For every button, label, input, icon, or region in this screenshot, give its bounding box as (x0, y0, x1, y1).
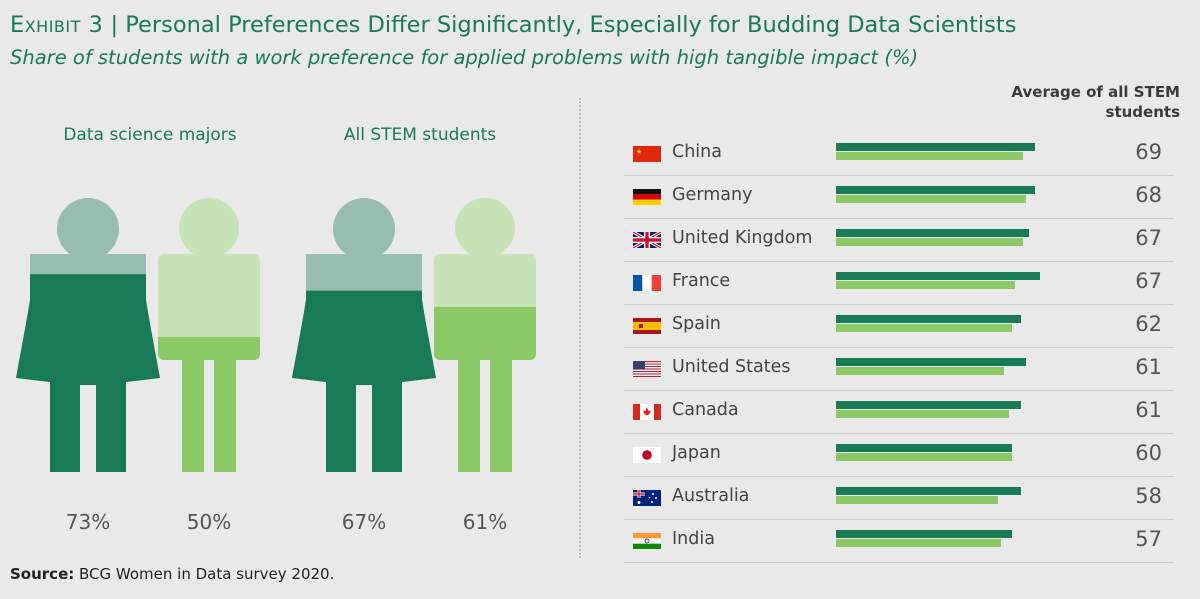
bar-dark (836, 186, 1035, 194)
country-label: Japan (672, 443, 721, 463)
value-label: 62 (1135, 312, 1162, 336)
pct-label-stem-female: 67% (341, 510, 387, 534)
country-label: Germany (672, 185, 753, 205)
australia-flag-icon (633, 490, 661, 506)
value-label: 61 (1135, 355, 1162, 379)
bar-light (836, 195, 1027, 203)
country-label: Canada (672, 400, 739, 420)
country-label: India (672, 529, 715, 549)
value-label: 60 (1135, 441, 1162, 465)
bar-dark (836, 358, 1027, 366)
bar-light (836, 152, 1024, 160)
country-row: Germany 68 (624, 175, 1174, 219)
country-row: United States 61 (624, 347, 1174, 391)
group-label-data-science: Data science majors (63, 125, 237, 145)
value-label: 68 (1135, 183, 1162, 207)
title-text: Personal Preferences Differ Significantl… (125, 12, 1017, 38)
chart-title: Exhibit 3 | Personal Preferences Differ … (10, 12, 1016, 38)
source-note: Source: BCG Women in Data survey 2020. (10, 565, 334, 583)
country-label: China (672, 142, 722, 162)
pct-label-ds-male: 50% (186, 510, 232, 534)
value-label: 58 (1135, 484, 1162, 508)
title-separator: | (103, 12, 126, 38)
figure-chart (16, 198, 536, 472)
country-row: France 67 (624, 261, 1174, 305)
country-label: United States (672, 357, 791, 377)
value-label: 67 (1135, 269, 1162, 293)
bar-dark (836, 530, 1013, 538)
country-label: France (672, 271, 731, 291)
value-label: 69 (1135, 140, 1162, 164)
bar-dark (836, 401, 1021, 409)
group-label-all-stem: All STEM students (343, 125, 497, 145)
country-row: Canada 61 (624, 390, 1174, 434)
svg-text:★: ★ (636, 148, 642, 156)
france-flag-icon (633, 275, 661, 291)
bar-light (836, 238, 1024, 246)
country-label: Spain (672, 314, 721, 334)
pct-label-stem-male: 61% (462, 510, 508, 534)
bar-dark (836, 315, 1021, 323)
figure-male-fill (158, 336, 260, 472)
source-text: BCG Women in Data survey 2020. (74, 565, 335, 583)
source-label: Source: (10, 565, 75, 583)
figure-female-fill (292, 290, 436, 472)
exhibit-label: Exhibit 3 (10, 12, 104, 38)
country-label: Australia (672, 486, 750, 506)
bar-light (836, 281, 1015, 289)
value-column-header: Average of all STEM students (1011, 83, 1180, 121)
bar-dark (836, 487, 1021, 495)
bar-light (836, 410, 1010, 418)
pct-label-ds-female: 73% (65, 510, 111, 534)
bar-light (836, 496, 998, 504)
bar-dark (836, 444, 1013, 452)
chart-subtitle: Share of students with a work preference… (10, 46, 919, 69)
bar-light (836, 539, 1001, 547)
bar-dark (836, 272, 1041, 280)
bar-light (836, 367, 1004, 375)
canada-flag-icon (633, 404, 661, 420)
bar-dark (836, 143, 1035, 151)
china-flag-icon: ★ (633, 146, 661, 162)
country-label: United Kingdom (672, 228, 813, 248)
germany-flag-icon (633, 189, 661, 205)
value-label: 67 (1135, 226, 1162, 250)
country-row: ★ China 69 (624, 132, 1174, 176)
bar-dark (836, 229, 1030, 237)
section-divider (579, 98, 581, 558)
value-label: 61 (1135, 398, 1162, 422)
uk-flag-icon (633, 232, 661, 248)
country-row: Japan 60 (624, 433, 1174, 477)
country-row: Australia 58 (624, 476, 1174, 520)
japan-flag-icon (633, 447, 661, 463)
figure-male-fill (434, 306, 536, 472)
value-label: 57 (1135, 527, 1162, 551)
country-row: Spain 62 (624, 304, 1174, 348)
country-row: India 57 (624, 519, 1174, 563)
bar-light (836, 324, 1013, 332)
india-flag-icon (633, 533, 661, 549)
figure-female-fill (16, 274, 160, 472)
country-row: United Kingdom 67 (624, 218, 1174, 262)
usa-flag-icon (633, 361, 661, 377)
spain-flag-icon (633, 318, 661, 334)
figure-male-silhouette (158, 198, 260, 472)
bar-light (836, 453, 1013, 461)
